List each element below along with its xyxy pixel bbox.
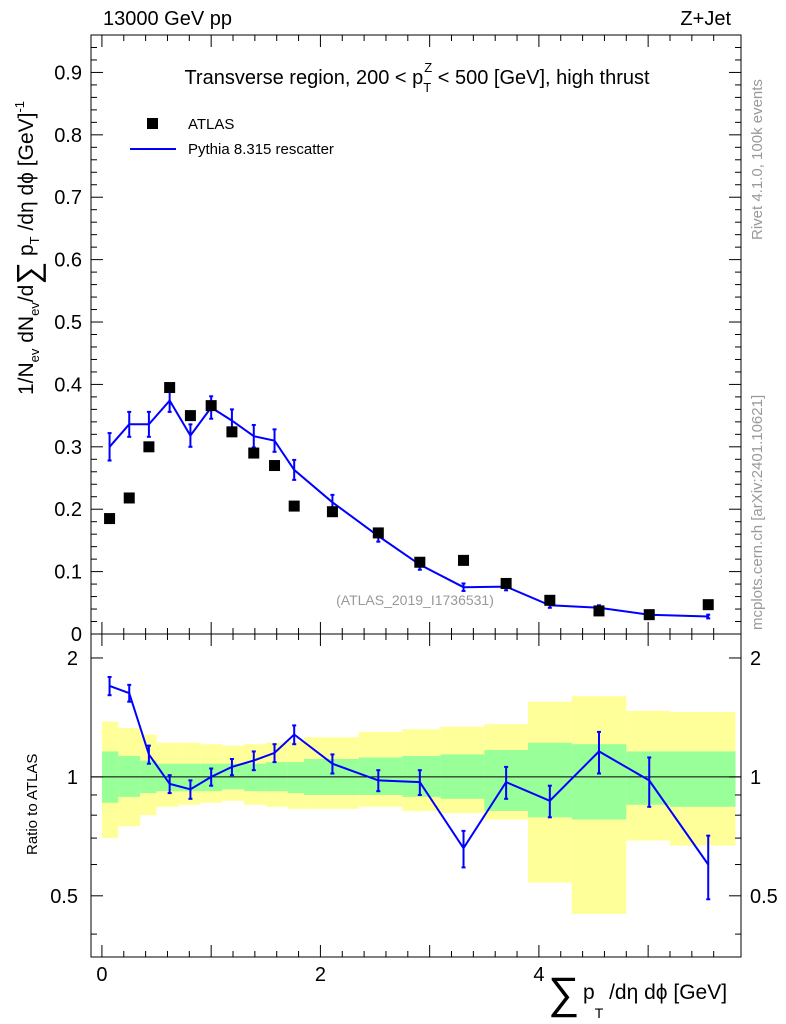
y-tick-label-main: 0.9 [54,62,82,84]
x-axis-label-text: pT /dη dϕ [GeV] [583,981,727,1021]
y-tick-label-main: 0 [71,624,82,646]
atlas-point [500,577,512,589]
y-tick-label-main: 0.5 [54,312,82,334]
ratio-band-stat [178,763,201,792]
legend-label-pythia: Pythia 8.315 rescatter [188,141,334,158]
y-tick-label-ratio: 2 [67,648,78,670]
plot-title-part2: < 500 [GeV], high thrust [432,67,650,89]
atlas-point [143,441,155,453]
y-tick-label-main: 0.8 [54,125,82,147]
legend-marker-atlas [147,118,158,129]
y-tick-label-ratio-right: 0.5 [750,886,778,908]
mcplots-label: mcplots.cern.ch [arXiv:2401.10621] [749,395,766,630]
ratio-frame [90,633,742,958]
ratio-band-stat [626,751,670,805]
rivet-label: Rivet 4.1.0, 100k events [749,79,766,240]
pythia-line [108,398,709,618]
atlas-point [372,527,384,539]
y-tick-label-main: 0.1 [54,562,82,584]
legend-label-atlas: ATLAS [188,116,234,133]
y-tick-label-main: 0.3 [54,437,82,459]
atlas-point [104,513,116,525]
atlas-point [544,594,556,606]
y-axis-label-main: 1/Nev dNev/d∑ pT /dη dϕ [GeV]-1 [10,101,46,395]
atlas-point [414,556,426,568]
y-tick-label-ratio-right: 2 [750,648,761,670]
atlas-point [288,500,300,512]
atlas-point [248,447,260,459]
y-tick-label-ratio-right: 1 [750,767,761,789]
atlas-point [164,382,176,394]
plot-title-sub: T [423,80,431,95]
atlas-point [326,506,338,518]
ratio-panel [91,676,741,914]
y-tick-label-ratio: 1 [67,767,78,789]
process-label: Z+Jet [680,8,731,30]
y-axis-label-ratio: Ratio to ATLAS [24,754,41,855]
atlas-point [226,426,238,438]
ratio-band-stat [243,763,266,792]
x-axis-label-sum: ∑ [548,969,579,1018]
analysis-id: (ATLAS_2019_I1736531) [336,592,494,608]
y-tick-label-main: 0.4 [54,374,82,396]
plot-title-part1: Transverse region, 200 < p [184,67,423,89]
x-axis-label: ∑ pT /dη dϕ [GeV] [548,969,727,1021]
atlas-point [458,554,470,566]
axes: 0 2 400.10.20.30.40.50.60.70.80.90.5 0.51 12… [50,34,778,986]
plot-title: Transverse region, 200 < pTZ < 500 [GeV]… [184,60,650,95]
x-tick-label: 2 [315,964,326,986]
y-tick-label-main: 0.2 [54,499,82,521]
y-tick-label-main: 0.6 [54,250,82,272]
ratio-band-stat [156,763,179,792]
atlas-point [702,599,714,611]
ratio-band-stat [287,762,305,794]
atlas-point [123,492,135,504]
atlas-point [269,460,281,472]
energy-label: 13000 GeV pp [103,8,232,30]
main-panel [104,382,714,621]
x-tick-label: 4 [533,964,544,986]
atlas-point [205,400,217,412]
atlas-point [184,410,196,422]
plot-title-sup: Z [424,60,432,75]
y-axis-label-main-text: 1/Nev dNev/d∑ pT /dη dϕ [GeV]-1 [10,101,46,395]
x-tick-label: 0 [96,964,107,986]
atlas-point [643,609,655,621]
atlas-point [593,605,605,617]
y-tick-label-main: 0.7 [54,187,82,209]
y-tick-label-ratio: 0.5 [50,886,78,908]
ratio-band-stat [669,751,736,807]
